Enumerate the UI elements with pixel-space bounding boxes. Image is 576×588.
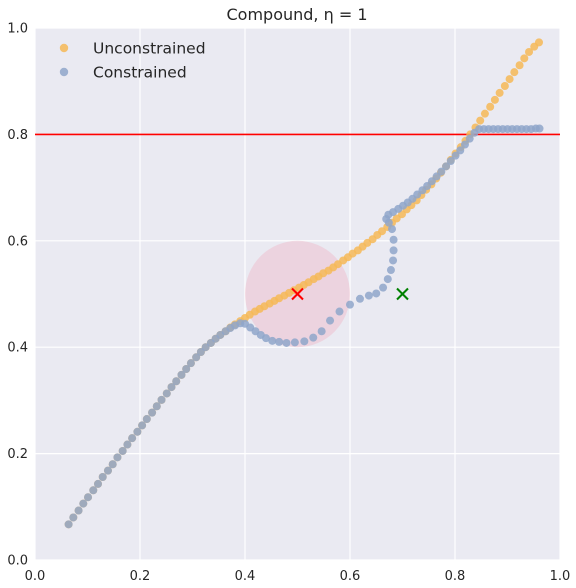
x-tick-label: 0.8 <box>445 569 466 584</box>
data-point <box>148 408 157 417</box>
legend-marker <box>59 67 69 77</box>
data-point <box>535 38 543 47</box>
data-point <box>167 383 176 392</box>
y-axis-ticks: 0.0 0.2 0.4 0.6 0.8 1.0 <box>7 22 28 569</box>
data-point <box>290 338 299 347</box>
data-point <box>182 365 191 374</box>
data-point <box>317 327 326 336</box>
data-point <box>335 307 344 316</box>
data-point <box>460 140 469 149</box>
data-point <box>108 460 117 469</box>
x-tick-label: 0.0 <box>25 569 46 584</box>
data-point <box>355 294 364 303</box>
data-point <box>364 291 373 300</box>
chart-title: Compound, η = 1 <box>227 5 368 24</box>
x-tick-label: 0.4 <box>235 569 256 584</box>
data-point <box>500 81 509 90</box>
data-point <box>389 235 398 244</box>
data-point <box>456 146 465 155</box>
data-point <box>465 134 474 143</box>
x-tick-label: 1.0 <box>550 569 571 584</box>
data-point <box>94 479 102 488</box>
markers <box>291 287 409 301</box>
y-tick-label: 0.2 <box>7 447 28 462</box>
series-constrained <box>64 124 544 529</box>
data-point <box>525 47 534 56</box>
x-tick-label: 0.6 <box>340 569 361 584</box>
legend-label: Unconstrained <box>93 40 206 58</box>
data-point <box>123 440 132 449</box>
data-point <box>172 377 181 386</box>
data-point <box>64 520 73 529</box>
data-point <box>520 54 529 63</box>
data-point <box>451 151 460 160</box>
series <box>64 38 544 529</box>
data-point <box>379 283 388 292</box>
data-point <box>103 466 112 475</box>
data-point <box>98 473 107 482</box>
data-point <box>262 334 270 343</box>
y-tick-label: 0.8 <box>7 128 28 143</box>
data-point <box>152 402 161 411</box>
data-point <box>372 289 381 298</box>
data-point <box>128 434 137 443</box>
legend-marker <box>59 43 69 53</box>
data-point <box>162 389 171 398</box>
data-point <box>495 88 504 97</box>
x-marker-stroke <box>291 287 304 301</box>
data-point <box>118 446 127 455</box>
data-point <box>476 116 485 125</box>
data-point <box>74 506 83 515</box>
data-point <box>79 499 88 508</box>
data-point <box>490 95 499 104</box>
data-point <box>388 225 396 234</box>
x-marker-stroke <box>396 287 409 301</box>
data-point <box>389 256 398 265</box>
data-point <box>505 75 514 84</box>
data-point <box>133 427 142 436</box>
data-point <box>275 337 284 346</box>
data-point <box>515 61 524 70</box>
data-point <box>442 162 451 171</box>
data-point <box>113 453 122 462</box>
data-point <box>300 337 309 346</box>
data-point <box>437 167 446 176</box>
y-tick-label: 1.0 <box>7 22 28 37</box>
data-point <box>89 486 98 495</box>
legend-label: Constrained <box>93 64 187 82</box>
data-point <box>192 353 201 362</box>
data-point <box>142 415 151 424</box>
data-point <box>480 109 489 118</box>
data-point <box>535 124 544 133</box>
data-point <box>346 300 354 309</box>
data-point <box>309 333 318 342</box>
data-point <box>157 395 166 404</box>
data-point <box>282 338 291 347</box>
x-tick-label: 0.2 <box>130 569 151 584</box>
data-point <box>177 370 186 379</box>
x-marker <box>291 287 304 301</box>
data-point <box>383 275 392 284</box>
data-point <box>84 493 93 502</box>
data-point <box>186 359 195 368</box>
data-point <box>138 421 147 430</box>
x-marker <box>396 287 409 301</box>
data-point <box>389 246 398 255</box>
data-point <box>326 316 335 325</box>
y-tick-label: 0.6 <box>7 234 28 249</box>
data-point <box>268 336 277 345</box>
data-point <box>386 266 395 275</box>
y-tick-label: 0.0 <box>7 554 28 569</box>
data-point <box>446 157 455 165</box>
x-axis-ticks: 0.0 0.2 0.4 0.6 0.8 1.0 <box>25 569 571 584</box>
data-point <box>510 68 519 77</box>
y-tick-label: 0.4 <box>7 341 28 356</box>
legend: Unconstrained Constrained <box>59 40 206 82</box>
data-point <box>486 102 495 111</box>
data-point <box>69 513 78 522</box>
